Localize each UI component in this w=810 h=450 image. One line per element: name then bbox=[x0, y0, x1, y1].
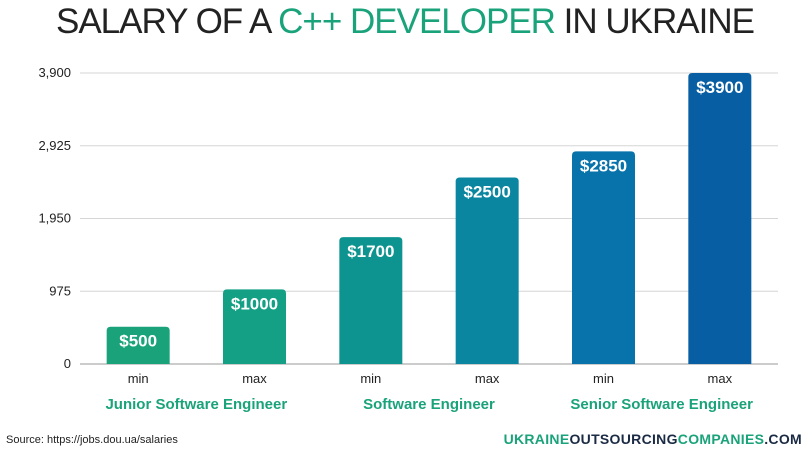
chart-title: SALARY OF A C++ DEVELOPER IN UKRAINE bbox=[0, 2, 810, 42]
y-tick-label: 2,925 bbox=[38, 138, 71, 153]
bar-value-label: $1700 bbox=[347, 242, 394, 261]
y-axis-ticks: 0 975 1,950 2,925 3,900 bbox=[38, 65, 71, 371]
bar bbox=[688, 73, 752, 364]
brand-part3: COMPANIES bbox=[677, 431, 765, 447]
brand-logo-text: UKRAINEOUTSOURCINGCOMPANIES.COM bbox=[504, 431, 802, 447]
group-label: Software Engineer bbox=[363, 396, 495, 413]
brand-part2: OUTSOURCING bbox=[569, 431, 678, 447]
y-tick-label: 3,900 bbox=[38, 65, 71, 80]
brand-part1: UKRAINE bbox=[503, 431, 570, 447]
x-category-label: max bbox=[708, 371, 733, 386]
bar bbox=[106, 326, 170, 364]
bar-value-label: $2500 bbox=[464, 182, 511, 201]
bar-value-label: $500 bbox=[119, 332, 157, 351]
bar bbox=[455, 177, 519, 364]
y-tick-label: 0 bbox=[64, 356, 71, 371]
gridlines bbox=[80, 72, 778, 365]
group-label: Senior Software Engineer bbox=[570, 396, 753, 413]
bar-value-label: $3900 bbox=[696, 78, 743, 97]
title-part1: SALARY OF A bbox=[55, 2, 279, 41]
bar bbox=[339, 237, 403, 364]
x-category-label: min bbox=[593, 371, 614, 386]
y-tick-label: 1,950 bbox=[38, 211, 71, 226]
x-category-label: min bbox=[128, 371, 149, 386]
bar bbox=[572, 151, 635, 364]
x-category-label: max bbox=[475, 371, 500, 386]
brand-part4: .COM bbox=[764, 431, 802, 447]
bars: $500 $1000 $1700 $2500 $2850 $3900 bbox=[106, 73, 752, 364]
title-highlight: C++ DEVELOPER bbox=[278, 2, 556, 41]
x-category-label: max bbox=[242, 371, 267, 386]
x-axis-labels: min max min max min max bbox=[128, 371, 733, 386]
group-labels: Junior Software Engineer Software Enginee… bbox=[105, 396, 753, 413]
bar-value-label: $1000 bbox=[231, 294, 278, 313]
bar-value-label: $2850 bbox=[580, 156, 627, 175]
bar bbox=[223, 289, 286, 364]
x-category-label: min bbox=[360, 371, 381, 386]
source-note: Source: https://jobs.dou.ua/salaries bbox=[6, 434, 178, 446]
title-part2: IN UKRAINE bbox=[554, 2, 755, 41]
y-tick-label: 975 bbox=[49, 283, 71, 298]
group-label: Junior Software Engineer bbox=[105, 396, 287, 413]
